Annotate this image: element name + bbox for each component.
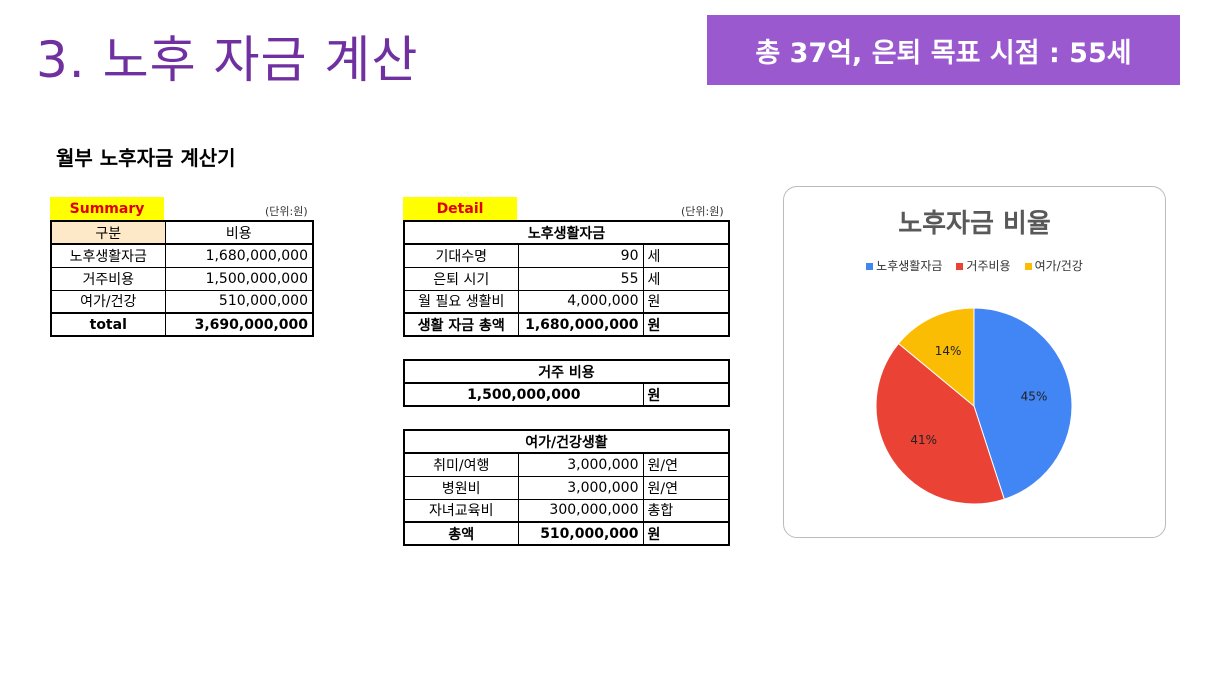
row-value: 4,000,000 (517, 289, 644, 314)
row-unit: 원/연 (642, 452, 730, 477)
pie-chart: 노후자금 비율 노후생활자금 거주비용 여가/건강 45% 41% 14% (783, 186, 1166, 538)
housing-unit: 원 (642, 382, 730, 407)
legend-item: 여가/건강 (1024, 257, 1083, 274)
row-label: 취미/여행 (403, 452, 519, 477)
summary-unit: (단위:원) (265, 205, 308, 218)
legend-label: 여가/건강 (1034, 259, 1083, 273)
table-row: 자녀교육비 300,000,000 총합 (403, 498, 730, 523)
row-unit: 총합 (642, 498, 730, 523)
legend-label: 노후생활자금 (876, 259, 943, 273)
row-value: 1,500,000,000 (164, 266, 314, 291)
housing-value: 1,500,000,000 (403, 382, 644, 407)
pie-data-label: 41% (910, 433, 937, 447)
housing-table: 거주 비용 1,500,000,000 원 (403, 359, 730, 407)
legend-item: 노후생활자금 (866, 257, 942, 274)
row-unit: 세 (642, 266, 730, 291)
row-label: 병원비 (403, 475, 519, 500)
chart-title: 노후자금 비율 (898, 209, 1051, 239)
legend-label: 거주비용 (966, 259, 1011, 273)
table-row: 노후생활자금 1,680,000,000 (50, 243, 314, 268)
legend-swatch (866, 263, 874, 270)
table-row: 은퇴 시기 55 세 (403, 266, 730, 291)
table-row: 거주비용 1,500,000,000 (50, 266, 314, 291)
total-unit: 원 (642, 521, 730, 546)
pie-slice-1 (875, 342, 1005, 505)
table-row: 병원비 3,000,000 원/연 (403, 475, 730, 500)
total-label: total (50, 312, 166, 337)
row-value: 300,000,000 (517, 498, 644, 523)
summary-table: 구분 비용 노후생활자금 1,680,000,000 거주비용 1,500,000,0… (50, 220, 314, 337)
table-row: 여가/건강 510,000,000 (50, 289, 314, 314)
row-value: 90 (517, 243, 644, 268)
pie-svg: 45% 41% 14% (875, 307, 1073, 505)
leisure-title: 여가/건강생활 (403, 429, 730, 454)
legend-swatch (1024, 263, 1032, 270)
total-value: 1,680,000,000 (517, 312, 644, 337)
row-label: 거주비용 (50, 266, 166, 291)
summary-banner: 총 37억, 은퇴 목표 시점 : 55세 (707, 15, 1180, 85)
total-value: 3,690,000,000 (164, 312, 314, 337)
calculator-title: 월부 노후자금 계산기 (56, 146, 236, 170)
row-label: 여가/건강 (50, 289, 166, 314)
row-label: 기대수명 (403, 243, 519, 268)
total-label: 생활 자금 총액 (403, 312, 519, 337)
row-label: 자녀교육비 (403, 498, 519, 523)
row-unit: 세 (642, 243, 730, 268)
table-row: 취미/여행 3,000,000 원/연 (403, 452, 730, 477)
row-value: 3,000,000 (517, 452, 644, 477)
row-label: 월 필요 생활비 (403, 289, 519, 314)
row-unit: 원 (642, 289, 730, 314)
legend-item: 거주비용 (956, 257, 1011, 274)
detail-unit: (단위:원) (681, 205, 724, 218)
total-row: 총액 510,000,000 원 (403, 521, 730, 546)
table-row: 기대수명 90 세 (403, 243, 730, 268)
row-value: 1,680,000,000 (164, 243, 314, 268)
chart-legend: 노후생활자금 거주비용 여가/건강 (784, 257, 1165, 274)
pie-data-label: 14% (935, 344, 962, 358)
header-category: 구분 (50, 220, 166, 245)
housing-title: 거주 비용 (403, 359, 730, 384)
row-label: 은퇴 시기 (403, 266, 519, 291)
header-cost: 비용 (164, 220, 314, 245)
detail-tag: Detail (403, 197, 517, 220)
total-value: 510,000,000 (517, 521, 644, 546)
row-value: 55 (517, 266, 644, 291)
row-value: 510,000,000 (164, 289, 314, 314)
pie-slice-2 (897, 307, 975, 408)
total-row: 생활 자금 총액 1,680,000,000 원 (403, 312, 730, 337)
living-table: 노후생활자금 기대수명 90 세 은퇴 시기 55 세 월 필요 생활비 4,000,00… (403, 220, 730, 337)
row-value: 3,000,000 (517, 475, 644, 500)
leisure-table: 여가/건강생활 취미/여행 3,000,000 원/연 병원비 3,000,000 원/… (403, 429, 730, 546)
legend-swatch (956, 263, 964, 270)
page-title: 3. 노후 자금 계산 (36, 31, 419, 89)
pie-data-label: 45% (1021, 389, 1048, 403)
row-label: 노후생활자금 (50, 243, 166, 268)
total-label: 총액 (403, 521, 519, 546)
table-row: 월 필요 생활비 4,000,000 원 (403, 289, 730, 314)
total-unit: 원 (642, 312, 730, 337)
summary-tag: Summary (50, 197, 164, 220)
pie-slice-0 (973, 307, 1073, 500)
row-unit: 원/연 (642, 475, 730, 500)
living-title: 노후생활자금 (403, 220, 730, 245)
total-row: total 3,690,000,000 (50, 312, 314, 337)
